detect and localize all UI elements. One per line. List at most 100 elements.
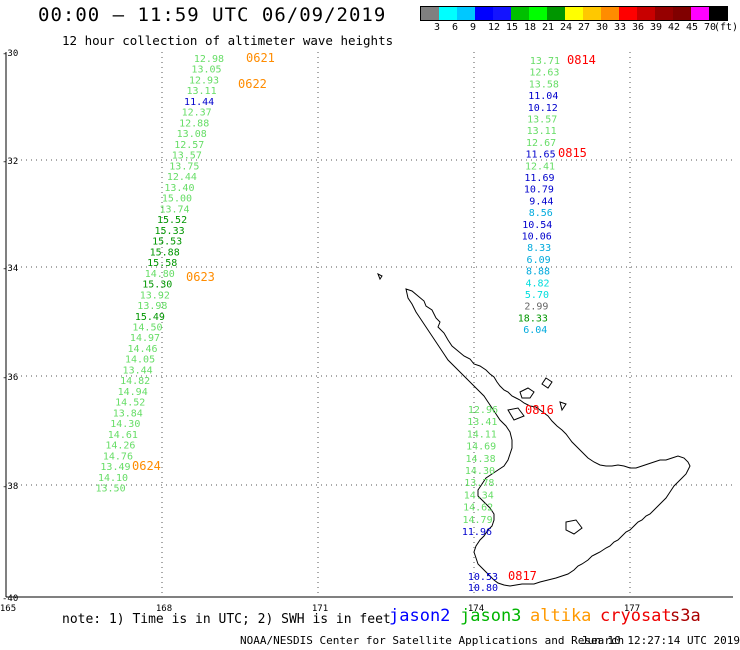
color-swatch: [709, 7, 727, 20]
wave-height-value: 14.05: [125, 355, 155, 366]
wave-height-value: 8.33: [527, 243, 551, 254]
wave-height-value: 10.12: [528, 103, 558, 114]
wave-height-value: 4.82: [525, 278, 549, 289]
color-scale-label: 45: [686, 22, 699, 33]
satellite-altika: altika: [530, 606, 592, 626]
wave-height-value: 12.67: [526, 138, 556, 149]
wave-height-value: 6.04: [523, 325, 547, 336]
wave-height-value: 13.74: [159, 204, 189, 215]
color-swatch: [511, 7, 529, 20]
satellite-jason3: jason3: [460, 606, 522, 626]
wave-height-value: 14.76: [103, 451, 133, 462]
color-scale-label: 27: [578, 22, 591, 33]
wave-height-value: 10.79: [524, 185, 554, 196]
color-scale-label: 42: [668, 22, 681, 33]
wave-height-value: 11.44: [184, 97, 214, 108]
wave-height-value: 14.97: [130, 333, 160, 344]
color-scale-bar: [420, 6, 728, 21]
color-scale-labels: 3 6 9 12 15 18 21 24 27 30 33 36 39 42 45 70 (ft): [420, 22, 738, 34]
wave-height-value: 8.56: [529, 208, 553, 219]
wave-height-value: 14.34: [464, 490, 494, 501]
map-title: 00:00 – 11:59 UTC 06/09/2019: [38, 4, 387, 26]
wave-height-value: 12.96: [468, 405, 498, 416]
wave-height-value: 14.80: [145, 269, 175, 280]
wave-height-value: 13.98: [137, 301, 167, 312]
wave-height-value: 12.44: [167, 172, 197, 183]
pass-time-label: 0621: [246, 51, 275, 65]
pass-time-label: 0814: [567, 53, 596, 67]
wave-height-value: 13.50: [95, 484, 125, 495]
color-scale-label: 21: [542, 22, 555, 33]
color-swatch: [655, 7, 673, 20]
color-scale-label: 15: [506, 22, 519, 33]
color-swatch: [475, 7, 493, 20]
wave-height-value: 2.99: [524, 302, 548, 313]
wave-height-value: 14.46: [127, 344, 157, 355]
pass-time-label: 0624: [132, 459, 161, 473]
wave-height-value: 10.06: [522, 232, 552, 243]
wave-height-value: 13.44: [123, 365, 153, 376]
color-scale-label: 18: [524, 22, 537, 33]
wave-height-value: 14.82: [120, 376, 150, 387]
wave-height-value: 12.57: [174, 140, 204, 151]
wave-height-value: 15.88: [150, 247, 180, 258]
color-scale-label: 33: [614, 22, 627, 33]
wave-height-value: 15.53: [152, 237, 182, 248]
wave-height-value: 13.40: [164, 183, 194, 194]
longitude-label: 174: [468, 604, 484, 614]
satellite-cryosat: cryosat: [600, 606, 672, 626]
color-scale-label: 3: [434, 22, 441, 33]
wave-height-value: 13.05: [191, 65, 221, 76]
wave-height-value: 11.69: [524, 173, 554, 184]
wave-height-value: 12.41: [525, 161, 555, 172]
wave-height-value: 11.96: [462, 527, 492, 538]
color-scale-label: 70: [704, 22, 717, 33]
color-scale-label: (ft): [714, 22, 739, 33]
wave-height-value: 14.11: [467, 429, 497, 440]
pass-time-label: 0622: [238, 77, 267, 91]
longitude-label: 165: [0, 604, 16, 614]
latitude-label: -38: [2, 482, 18, 492]
latitude-label: -40: [2, 594, 18, 604]
pass-time-label: 0815: [558, 146, 587, 160]
latitude-label: -34: [2, 264, 18, 274]
wave-height-value: 11.65: [525, 150, 555, 161]
latitude-label: -36: [2, 373, 18, 383]
wave-height-value: 14.69: [466, 442, 496, 453]
satellite-jason2: jason2: [389, 606, 451, 626]
wave-height-value: 12.37: [182, 108, 212, 119]
color-swatch: [547, 7, 565, 20]
wave-height-value: 14.50: [132, 323, 162, 334]
color-swatch: [421, 7, 439, 20]
wave-height-value: 15.33: [155, 226, 185, 237]
color-swatch: [583, 7, 601, 20]
north-island-coastline: [377, 272, 691, 587]
wave-height-value: 10.53: [468, 572, 498, 583]
color-scale-label: 9: [470, 22, 477, 33]
wave-height-value: 13.57: [172, 151, 202, 162]
pass-time-label: 0816: [525, 403, 554, 417]
wave-height-value: 12.98: [194, 54, 224, 65]
wave-height-value: 8.88: [526, 267, 550, 278]
latitude-label: -32: [2, 157, 18, 167]
color-swatch: [637, 7, 655, 20]
wave-height-value: 14.79: [462, 515, 492, 526]
longitude-label: 168: [156, 604, 172, 614]
longitude-label: 177: [624, 604, 640, 614]
pass-time-label: 0817: [508, 569, 537, 583]
color-swatch: [439, 7, 457, 20]
wave-height-value: 13.41: [467, 417, 497, 428]
color-scale-label: 36: [632, 22, 645, 33]
wave-height-value: 12.88: [179, 118, 209, 129]
wave-height-value: 10.80: [468, 583, 498, 594]
color-swatch: [493, 7, 511, 20]
altimeter-tracks: 12.9813.0512.9313.1111.4412.3712.8813.08…: [95, 54, 560, 594]
wave-height-value: 14.94: [118, 387, 148, 398]
color-scale-label: 12: [488, 22, 501, 33]
color-swatch: [619, 7, 637, 20]
wave-height-value: 13.08: [177, 129, 207, 140]
wave-height-value: 14.30: [110, 419, 140, 430]
color-scale-label: 30: [596, 22, 609, 33]
